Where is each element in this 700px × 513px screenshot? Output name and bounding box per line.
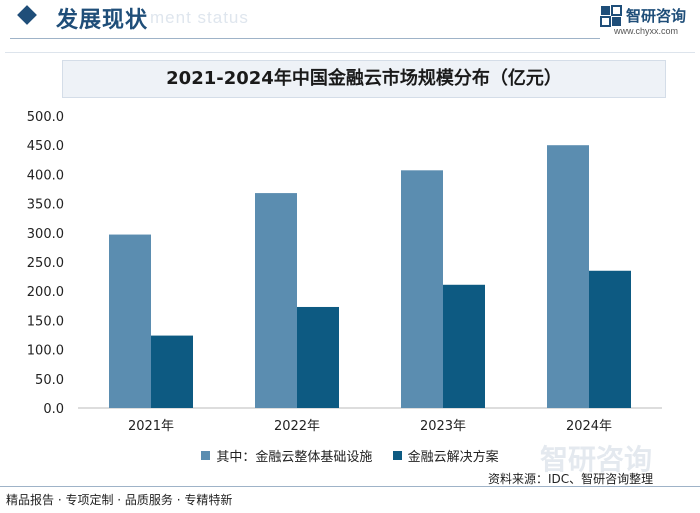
page-header: 发展现状 ment status 智研咨询 www.chyxx.com	[0, 0, 700, 42]
bar-series-2	[151, 335, 193, 408]
bar-series-1	[401, 170, 443, 408]
source-note: 资料来源：IDC、智研咨询整理	[488, 472, 654, 486]
legend-item-series-1: 其中：金融云整体基础设施	[201, 446, 372, 465]
y-tick-label: 100.0	[27, 344, 64, 359]
y-tick-label: 350.0	[27, 198, 64, 213]
y-tick-label: 300.0	[27, 227, 64, 242]
y-tick-label: 250.0	[27, 256, 64, 271]
x-tick-label: 2024年	[566, 419, 612, 434]
page-footer: 精品报告 · 专项定制 · 品质服务 · 专精特新	[0, 486, 700, 513]
y-tick-label: 450.0	[27, 139, 64, 154]
bar-series-1	[547, 145, 589, 408]
header-ghost-text: ment status	[150, 8, 249, 27]
section-title: 发展现状	[56, 8, 149, 33]
legend-label-series-2: 金融云解决方案	[407, 450, 499, 465]
bar-series-2	[589, 270, 631, 408]
bar-series-1	[109, 234, 151, 408]
bar-series-1	[255, 193, 297, 408]
y-tick-label: 150.0	[27, 314, 64, 329]
y-tick-label: 0.0	[43, 402, 64, 417]
y-tick-label: 400.0	[27, 168, 64, 183]
chart-title: 2021-2024年中国金融云市场规模分布（亿元）	[166, 68, 562, 89]
x-tick-label: 2021年	[128, 419, 174, 434]
bar-series-2	[297, 306, 339, 408]
bar-series-2	[443, 284, 485, 408]
header-divider	[10, 38, 600, 39]
y-tick-label: 200.0	[27, 285, 64, 300]
brand-url: www.chyxx.com	[614, 26, 679, 36]
watermark-text: 智研咨询	[540, 443, 653, 476]
brand-name: 智研咨询	[626, 7, 687, 25]
legend-swatch-series-2	[392, 451, 402, 460]
x-tick-label: 2022年	[274, 419, 320, 434]
y-tick-label: 500.0	[27, 110, 64, 125]
legend-swatch-series-1	[201, 451, 211, 460]
x-tick-label: 2023年	[420, 419, 466, 434]
chart-legend: 其中：金融云整体基础设施 金融云解决方案	[0, 446, 700, 465]
chart-title-band	[62, 60, 666, 98]
legend-item-series-2: 金融云解决方案	[392, 446, 499, 465]
legend-label-series-1: 其中：金融云整体基础设施	[216, 450, 373, 465]
y-tick-label: 50.0	[35, 373, 64, 388]
footer-text: 精品报告 · 专项定制 · 品质服务 · 专精特新	[6, 493, 233, 507]
brand-logo-icon	[600, 5, 622, 27]
